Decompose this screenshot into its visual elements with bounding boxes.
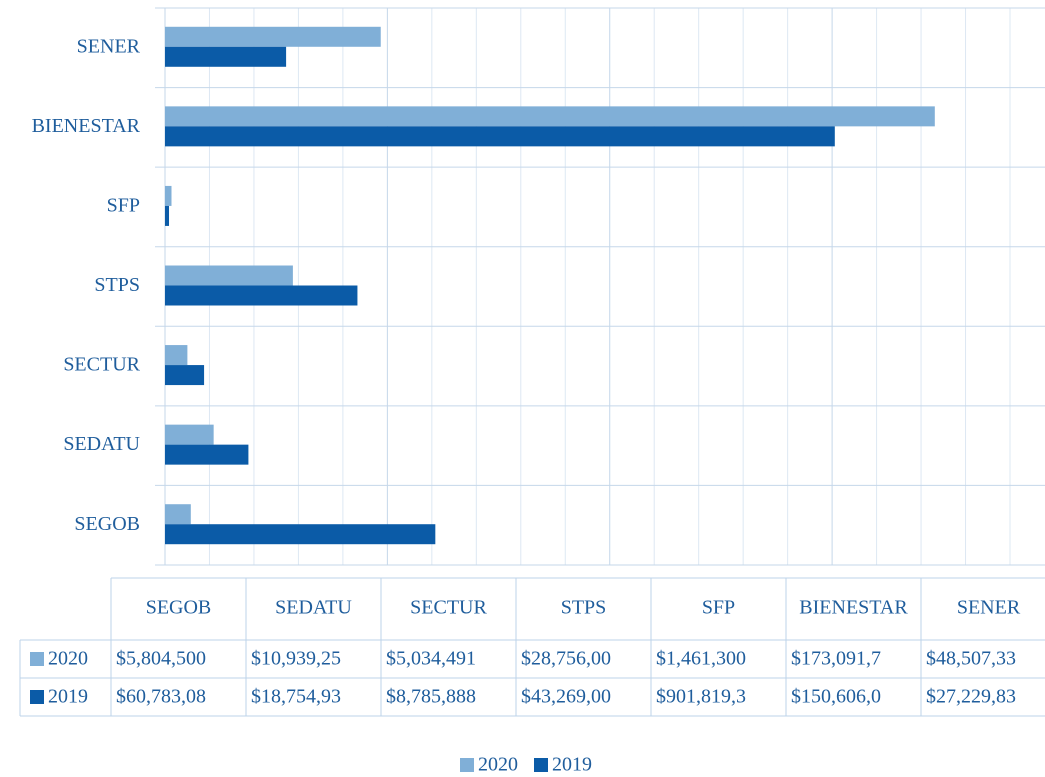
bar [165, 26, 381, 47]
table-header: STPS [561, 597, 607, 619]
table-header: SEGOB [146, 597, 212, 619]
bar [165, 285, 358, 306]
table-value: $28,756,00 [521, 648, 611, 670]
table-value: $60,783,08 [116, 686, 206, 708]
y-tick-label: SENER [77, 35, 141, 57]
table-value: $18,754,93 [251, 686, 341, 708]
table-header: SFP [702, 597, 735, 619]
table-value: $901,819,3 [656, 686, 746, 708]
y-tick-label: SFP [107, 195, 140, 217]
bar [165, 106, 935, 127]
table-header: SENER [957, 597, 1021, 619]
y-tick-label: BIENESTAR [32, 115, 141, 137]
table-series-name: 2020 [48, 648, 88, 670]
table-series-name: 2019 [48, 686, 88, 708]
bar [165, 46, 287, 67]
table-value: $173,091,7 [791, 648, 881, 670]
table-header: SEDATU [275, 597, 352, 619]
y-tick-label: SECTUR [63, 354, 140, 376]
table-value: $8,785,888 [386, 686, 476, 708]
bar [165, 424, 214, 445]
table-value: $43,269,00 [521, 686, 611, 708]
table-header: SECTUR [410, 597, 487, 619]
table-value: $27,229,83 [926, 686, 1016, 708]
table-legend-key [30, 652, 44, 666]
table-value: $150,606,0 [791, 686, 881, 708]
y-tick-label: SEGOB [74, 513, 140, 535]
legend-swatch [534, 758, 548, 772]
bar [165, 444, 249, 465]
table-value: $5,804,500 [116, 648, 206, 670]
table-value: $10,939,25 [251, 648, 341, 670]
table-value: $5,034,491 [386, 648, 476, 670]
bar [165, 524, 436, 545]
y-tick-label: STPS [94, 274, 140, 296]
legend-label: 2020 [478, 754, 518, 776]
legend-label: 2019 [552, 754, 592, 776]
bar [165, 205, 170, 226]
legend-swatch [460, 758, 474, 772]
bar [165, 345, 188, 366]
bar [165, 185, 172, 206]
bar [165, 504, 191, 525]
bar [165, 126, 835, 147]
bar [165, 265, 293, 286]
bar [165, 365, 205, 386]
table-value: $1,461,300 [656, 648, 746, 670]
table-header: BIENESTAR [799, 597, 908, 619]
table-value: $48,507,33 [926, 648, 1016, 670]
y-tick-label: SEDATU [63, 433, 140, 455]
table-legend-key [30, 690, 44, 704]
